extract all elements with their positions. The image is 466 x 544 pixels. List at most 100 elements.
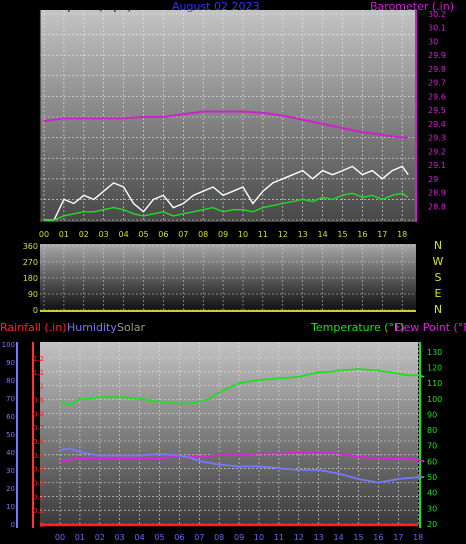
y-tick-label: 35 xyxy=(23,72,33,81)
barometer-tick-label: 29.3 xyxy=(428,134,446,143)
x-tick-label: 05 xyxy=(154,533,164,542)
compass-label: E xyxy=(435,287,442,300)
humidity-tick-label: 100 xyxy=(2,341,15,349)
barometer-axis-label: Barometer (.in) xyxy=(370,0,454,13)
temperature-tick-label: 120 xyxy=(427,363,442,372)
barometer-tick-label: 29.6 xyxy=(428,92,446,101)
barometer-tick-label: 28.9 xyxy=(428,189,446,198)
x-tick-label: 16 xyxy=(373,533,383,542)
humidity-tick-label: 50 xyxy=(6,431,15,439)
x-tick-label: 01 xyxy=(59,230,69,239)
x-tick-label: 07 xyxy=(194,533,204,542)
y-tick-label: 0 xyxy=(28,216,33,225)
direction-tick-label: 270 xyxy=(23,258,38,267)
rainfall-tick-label: 1 xyxy=(40,383,44,391)
windspeed-axis-label: Windspeed (mph) xyxy=(34,0,132,13)
barometer-tick-label: 30.2 xyxy=(428,10,446,19)
barometer-tick-label: 29.7 xyxy=(428,79,446,88)
dew-point-line xyxy=(59,451,425,463)
x-tick-label: 09 xyxy=(218,230,228,239)
rainfall-tick-label: 0.8 xyxy=(33,410,44,418)
rainfall-label: Rainfall (.in) xyxy=(0,321,67,334)
rainfall-tick-label: 0.7 xyxy=(33,424,44,432)
x-tick-label: 18 xyxy=(413,533,423,542)
y-tick-label: 20 xyxy=(23,134,33,143)
x-tick-label: 10 xyxy=(238,230,248,239)
y-tick-label: 5 xyxy=(28,195,33,204)
rainfall-tick-label: 1.2 xyxy=(33,355,44,363)
y-tick-label: 40 xyxy=(23,51,33,60)
x-tick-label: 03 xyxy=(115,533,125,542)
y-tick-label: 25 xyxy=(23,113,33,122)
x-tick-label: 12 xyxy=(278,230,288,239)
barometer-tick-label: 29.1 xyxy=(428,161,446,170)
temperature-tick-label: 90 xyxy=(427,410,437,419)
x-tick-label: 04 xyxy=(135,533,145,542)
rainfall-tick-label: 0.3 xyxy=(33,480,44,488)
barometer-line xyxy=(43,110,409,139)
x-tick-label: 17 xyxy=(393,533,403,542)
temperature-series xyxy=(40,368,425,527)
x-tick-label: 10 xyxy=(254,533,264,542)
windspeed-ticks: 00 01 02 03 04 05 06 07 08 09 10 11 12 13 14 15 16 17 1805… xyxy=(23,10,446,239)
humidity-tick-label: 20 xyxy=(6,485,15,493)
x-tick-label: 14 xyxy=(334,533,344,542)
temperature-tick-label: 30 xyxy=(427,504,437,513)
barometer-tick-label: 29.5 xyxy=(428,106,446,115)
humidity-tick-label: 30 xyxy=(6,467,15,475)
humidity-tick-label: 0 xyxy=(11,521,15,529)
temperature-tick-label: 60 xyxy=(427,457,437,466)
rainfall-tick-label: 0.1 xyxy=(33,507,44,515)
humidity-tick-label: 60 xyxy=(6,413,15,421)
windspeed-grid xyxy=(40,10,416,222)
temperature-tick-label: 80 xyxy=(427,426,437,435)
x-tick-label: 00 xyxy=(39,230,49,239)
barometer-tick-label: 29.9 xyxy=(428,51,446,60)
x-tick-label: 18 xyxy=(397,230,407,239)
x-tick-label: 13 xyxy=(314,533,324,542)
rainfall-tick-label: 1.1 xyxy=(33,369,44,377)
barometer-tick-label: 30 xyxy=(428,37,438,46)
x-tick-label: 12 xyxy=(294,533,304,542)
temperature-tick-label: 50 xyxy=(427,473,437,482)
humidity-line xyxy=(59,447,425,484)
wind-average-line xyxy=(44,192,409,221)
direction-tick-label: 90 xyxy=(28,290,38,299)
temperature-tick-label: 20 xyxy=(427,520,437,529)
x-tick-label: 06 xyxy=(158,230,168,239)
humidity-label: Humidity xyxy=(67,321,117,334)
temperature-tick-label: 110 xyxy=(427,379,442,388)
barometer-tick-label: 29.8 xyxy=(428,65,446,74)
x-tick-label: 15 xyxy=(337,230,347,239)
x-tick-label: 11 xyxy=(258,230,268,239)
compass-label: W xyxy=(433,255,444,268)
rainfall-tick-label: 0.2 xyxy=(33,493,44,501)
rainfall-tick-label: 0.9 xyxy=(33,397,44,405)
x-tick-label: 08 xyxy=(198,230,208,239)
barometer-tick-label: 29.2 xyxy=(428,147,446,156)
direction-tick-label: 0 xyxy=(33,306,38,315)
x-tick-label: 16 xyxy=(357,230,367,239)
y-tick-label: 45 xyxy=(23,31,33,40)
y-tick-label: 10 xyxy=(23,175,33,184)
wind-direction-plot-background xyxy=(40,244,416,310)
rainfall-tick-label: 0.5 xyxy=(33,452,44,460)
x-tick-label: 07 xyxy=(178,230,188,239)
x-tick-label: 14 xyxy=(318,230,328,239)
humidity-tick-label: 10 xyxy=(6,503,15,511)
x-tick-label: 01 xyxy=(75,533,85,542)
temperature-line xyxy=(59,368,425,406)
chart-date-title: August 02 2023 xyxy=(172,0,259,13)
temperature-label: Temperature (°F) xyxy=(310,321,405,334)
x-tick-label: 03 xyxy=(99,230,109,239)
x-tick-label: 15 xyxy=(353,533,363,542)
temperature-tick-label: 130 xyxy=(427,348,442,357)
humidity-tick-label: 80 xyxy=(6,377,15,385)
x-tick-label: 13 xyxy=(298,230,308,239)
rainfall-tick-label: 0.4 xyxy=(33,466,45,474)
compass-label: S xyxy=(435,271,442,284)
x-tick-label: 08 xyxy=(214,533,224,542)
windspeed-plot-background xyxy=(40,10,416,222)
barometer-tick-label: 29.4 xyxy=(428,120,446,129)
